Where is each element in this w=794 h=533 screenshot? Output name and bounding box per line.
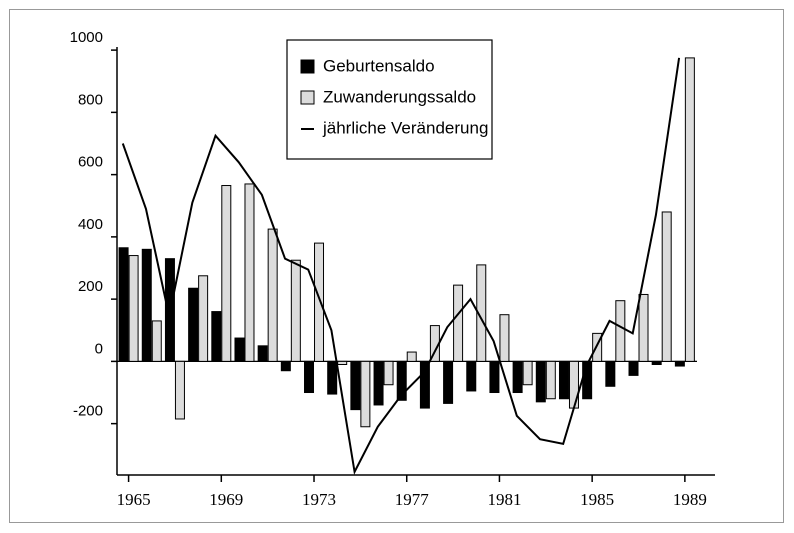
bar <box>535 360 546 403</box>
frame <box>9 9 784 523</box>
bar <box>327 360 338 395</box>
y-tick-label: -200 <box>73 403 103 420</box>
bar <box>188 287 199 362</box>
bar <box>350 360 361 411</box>
bar <box>674 360 685 367</box>
bar <box>443 360 454 404</box>
bar <box>476 264 487 362</box>
x-tick-label: 1977 <box>395 490 430 509</box>
bar <box>684 57 695 362</box>
bar <box>234 337 245 362</box>
line <box>121 57 681 476</box>
bar <box>304 360 315 394</box>
bar <box>337 360 348 365</box>
legend-box <box>286 39 493 160</box>
bar <box>383 360 394 386</box>
bar <box>174 360 185 420</box>
bar <box>314 242 325 362</box>
legend-label: jährliche Veränderung <box>322 118 488 137</box>
bar <box>651 360 662 365</box>
y-tick-label: 600 <box>78 154 103 171</box>
bar <box>638 293 649 362</box>
bar <box>419 360 430 409</box>
legend-label: Geburtensaldo <box>323 56 435 75</box>
bar <box>221 185 232 362</box>
bar <box>128 255 139 362</box>
bar <box>522 360 533 386</box>
bar <box>118 247 129 362</box>
x-tick-label: 1965 <box>117 490 151 509</box>
legend-swatch <box>300 59 315 74</box>
bar <box>290 259 301 362</box>
bar <box>141 248 152 362</box>
bar <box>605 360 616 387</box>
bar <box>558 360 569 400</box>
bar <box>244 183 255 362</box>
bar <box>466 360 477 392</box>
bar <box>360 360 371 428</box>
bar <box>280 360 291 372</box>
x-tick-label: 1969 <box>209 490 243 509</box>
x-tick-label: 1989 <box>673 490 707 509</box>
legend-label: Zuwanderungssaldo <box>323 87 476 106</box>
bar <box>151 320 162 362</box>
y-tick-label: 0 <box>95 340 103 357</box>
bar <box>453 284 464 362</box>
bar <box>661 211 672 362</box>
bar <box>512 360 523 394</box>
y-tick-label: 400 <box>78 216 103 233</box>
bar <box>582 360 593 400</box>
y-tick-label: 800 <box>78 91 103 108</box>
bar <box>499 314 510 362</box>
bar <box>545 360 556 400</box>
bar <box>267 228 278 362</box>
bar <box>628 360 639 376</box>
bar <box>211 311 222 362</box>
x-tick-label: 1985 <box>580 490 614 509</box>
bar <box>257 345 268 362</box>
bar <box>396 360 407 401</box>
y-tick-label: 1000 <box>70 29 103 46</box>
y-tick-label: 200 <box>78 278 103 295</box>
bar <box>568 360 579 409</box>
x-tick-label: 1981 <box>487 490 521 509</box>
x-tick-label: 1973 <box>302 490 336 509</box>
bar <box>592 332 603 362</box>
bar <box>489 360 500 394</box>
bar <box>373 360 384 406</box>
bar <box>198 275 209 362</box>
legend-swatch <box>300 90 315 105</box>
bar <box>615 300 626 362</box>
bar <box>406 351 417 362</box>
